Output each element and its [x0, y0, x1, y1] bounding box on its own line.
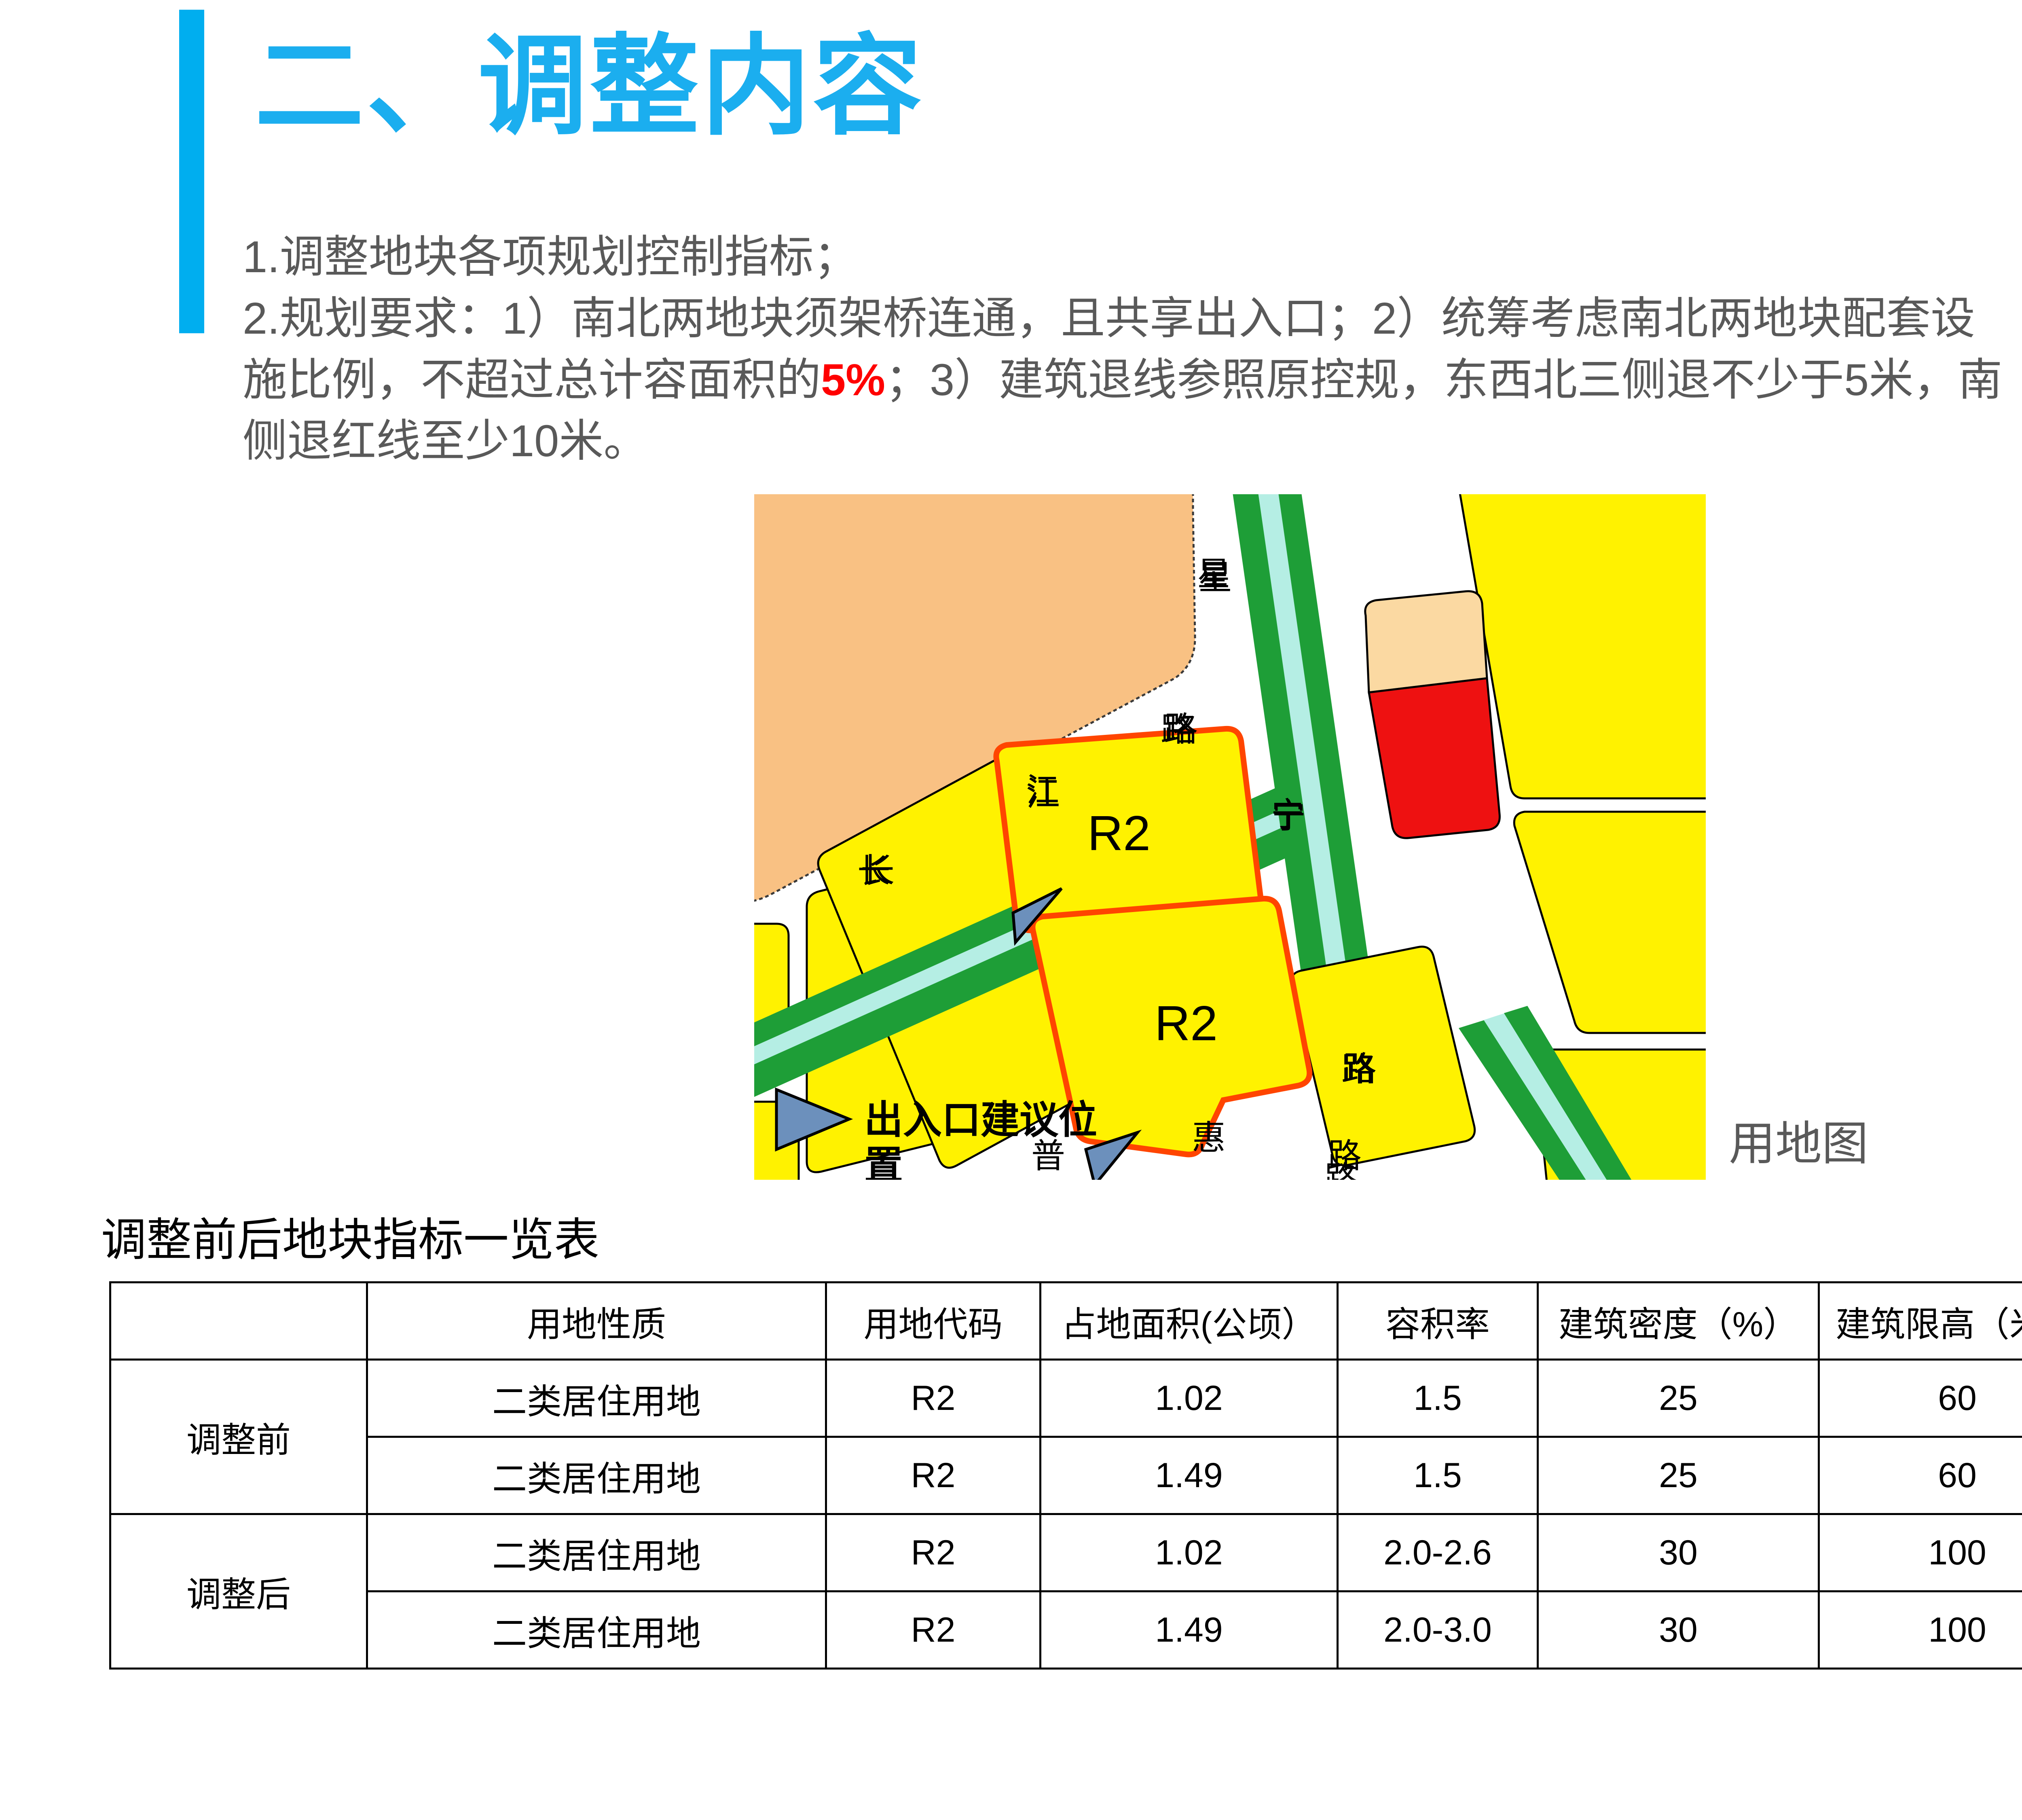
cell-code: R2 [825, 1359, 1041, 1438]
map-road-label-lu-3: 路 [1324, 1160, 1358, 1180]
map-road-label-lu-1-v: 路 [1164, 710, 1198, 748]
map-label-r2-north: R2 [1087, 806, 1151, 861]
cell-far: 1.5 [1337, 1359, 1539, 1438]
cell-nature: 二类居住用地 [366, 1359, 827, 1438]
cell-nature: 二类居住用地 [366, 1436, 827, 1515]
body-line-3-post: ；3）建筑退线参照原控规，东西北三侧退不少于5米，南 [885, 355, 2003, 405]
table-row: 二类居住用地 R2 1.49 1.5 25 60 40 [110, 1436, 2022, 1515]
th-group [109, 1281, 368, 1361]
land-use-map: R2 R2 星 路 江 长 宁 路 路 惠 普 星 路 [754, 494, 1706, 1180]
cell-nature: 二类居住用地 [366, 1590, 827, 1670]
map-parcel-r2-south [1030, 895, 1313, 1158]
cell-density: 25 [1537, 1359, 1820, 1438]
table-header-row: 用地性质 用地代码 占地面积(公顷） 容积率 建筑密度（%） 建筑限高（米） 绿… [109, 1281, 2022, 1361]
row-group-label-before: 调整前 [109, 1359, 368, 1515]
cell-code: R2 [825, 1513, 1041, 1592]
entrance-arrow-icon-north [1011, 887, 1063, 946]
map-road-label-chang: 长 [857, 853, 890, 890]
cell-code: R2 [825, 1590, 1041, 1670]
map-road-label-xing: 星 [1197, 556, 1230, 593]
map-road-label-jiang-v: 江 [1026, 775, 1060, 813]
body-line-3-pre: 施比例，不超过总计容面积的 [243, 355, 821, 405]
table-body: 调整前 二类居住用地 R2 1.02 1.5 25 60 40 二类居住用地 R… [109, 1359, 2022, 1670]
th-far: 容积率 [1337, 1281, 1539, 1361]
body-line-1: 1.调整地块各项规划控制指标； [243, 232, 858, 282]
map-road-labels-visible: 星 路 江 长 宁 路 路 惠 普 [861, 559, 1377, 1175]
cell-code: R2 [825, 1436, 1041, 1515]
indicator-table: 用地性质 用地代码 占地面积(公顷） 容积率 建筑密度（%） 建筑限高（米） 绿… [109, 1281, 2022, 1670]
map-road-label-pu-v: 普 [1031, 1137, 1065, 1175]
body-line-4: 侧退红线至少10米。 [243, 416, 648, 466]
th-code: 用地代码 [825, 1281, 1041, 1361]
table-title: 调整前后地块指标一览表 [101, 1215, 599, 1265]
map-road-labels: 星 路 江 长 宁 路 路 惠 普 [857, 556, 1375, 1180]
table-row: 二类居住用地 R2 1.49 2.0-3.0 30 100 35 [110, 1590, 2022, 1670]
map-road-label-lu-2: 路 [1341, 1051, 1375, 1088]
legend-label-line1: 出入口建议位 [864, 1098, 1097, 1142]
map-road-label-hui-v: 惠 [1192, 1119, 1226, 1157]
cell-far: 2.0-2.6 [1337, 1513, 1539, 1592]
map-road-label-lu-1: 路 [1161, 711, 1194, 748]
land-use-map-svg: R2 R2 星 路 江 长 宁 路 路 惠 普 星 路 [754, 494, 1706, 1180]
cell-density: 25 [1537, 1436, 1820, 1515]
body-line-2: 2.规划要求：1）南北两地块须架桥连通，且共享出入口；2）统筹考虑南北两地块配套… [243, 293, 1975, 343]
th-height: 建筑限高（米） [1818, 1281, 2022, 1361]
map-road-label-lu-2-v: 路 [1343, 1050, 1377, 1088]
table-head: 用地性质 用地代码 占地面积(公顷） 容积率 建筑密度（%） 建筑限高（米） 绿… [109, 1281, 2022, 1361]
title-accent-bar [179, 10, 204, 333]
cell-height: 60 [1818, 1359, 2022, 1438]
row-group-label-after: 调整后 [109, 1513, 368, 1670]
cell-height: 100 [1818, 1513, 2022, 1592]
table-row: 调整后 二类居住用地 R2 1.02 2.0-2.6 30 100 35 [109, 1513, 2022, 1670]
cell-nature: 二类居住用地 [366, 1513, 827, 1592]
th-density: 建筑密度（%） [1537, 1281, 1820, 1361]
map-road-label-ning: 宁 [1271, 796, 1304, 833]
page-title: 二、调整内容 [255, 26, 924, 148]
map-road-label-lu-3-v: 路 [1328, 1137, 1362, 1175]
cell-area: 1.02 [1039, 1513, 1339, 1592]
entrance-arrow-icon-south [1084, 1129, 1142, 1180]
body-line-3: 施比例，不超过总计容面积的5%；3）建筑退线参照原控规，东西北三侧退不少于5米，… [243, 349, 2022, 411]
map-road-label-jiang: 江 [1026, 772, 1059, 809]
cell-density: 30 [1537, 1590, 1820, 1670]
map-road-label-chang-v: 长 [861, 852, 895, 890]
legend-entrance-arrow-icon [775, 1087, 853, 1152]
map-green-belt-lower-right [1459, 1006, 1632, 1180]
map-yellow-parcels-right [1290, 494, 1706, 1180]
cell-area: 1.49 [1039, 1436, 1339, 1515]
cell-height: 100 [1818, 1590, 2022, 1670]
map-special-parcel [1364, 590, 1501, 839]
th-nature: 用地性质 [366, 1281, 827, 1361]
cell-height: 60 [1818, 1436, 2022, 1515]
cell-density: 30 [1537, 1513, 1820, 1592]
map-road-label-ning-v: 宁 [1272, 797, 1306, 835]
cell-far: 2.0-3.0 [1337, 1590, 1539, 1670]
cell-far: 1.5 [1337, 1436, 1539, 1515]
legend-label-line2: 置 [864, 1144, 903, 1180]
cell-area: 1.49 [1039, 1590, 1339, 1670]
body-highlight-percent: 5% [821, 355, 885, 405]
map-green-belt-vertical [1233, 494, 1374, 1009]
th-area: 占地面积(公顷） [1039, 1281, 1339, 1361]
map-label-r2-south: R2 [1155, 996, 1218, 1051]
table-row: 调整前 二类居住用地 R2 1.02 1.5 25 60 40 [109, 1359, 2022, 1515]
cell-area: 1.02 [1039, 1359, 1339, 1438]
map-orange-block [754, 494, 1196, 902]
map-caption: 用地图 [1729, 1118, 1869, 1170]
map-road-label-xing-v: 星 [1198, 559, 1232, 597]
body-paragraph: 1.调整地块各项规划控制指标； 2.规划要求：1）南北两地块须架桥连通，且共享出… [243, 226, 2022, 472]
